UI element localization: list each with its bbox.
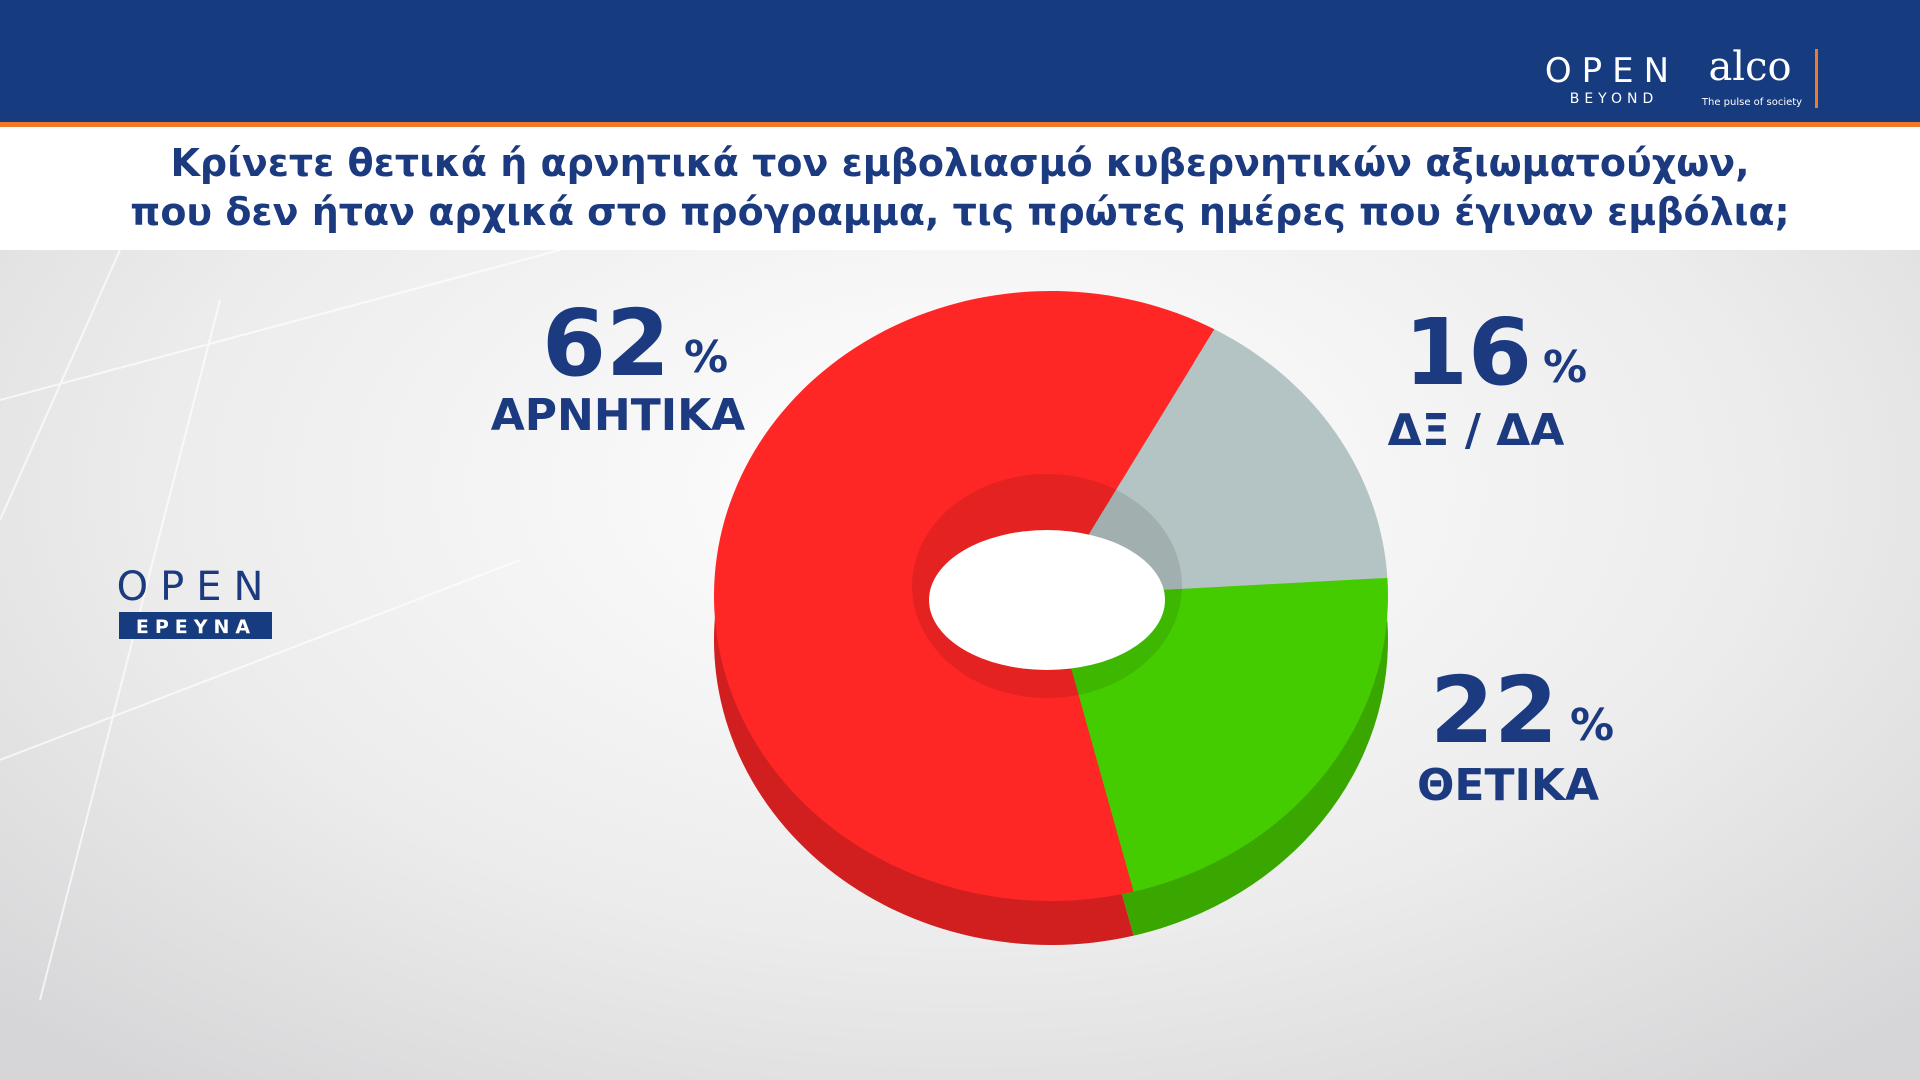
side-logo-box — [119, 612, 272, 639]
logo-divider — [1815, 49, 1818, 108]
value-label: 16 — [1404, 299, 1532, 406]
brand-sub: BEYOND — [1570, 91, 1659, 107]
unit-label: % — [684, 332, 728, 383]
unit-label: % — [1570, 700, 1614, 751]
chart-title: Κρίνετε θετικά ή αρνητικά τον εμβολιασμό… — [170, 141, 1749, 185]
category-label: ΘΕΤΙΚΑ — [1417, 760, 1599, 811]
header-bar — [0, 0, 1920, 122]
brand-logo: OPEN — [1545, 51, 1679, 91]
partner-tagline: The pulse of society — [1701, 97, 1802, 108]
chart-title: που δεν ήταν αρχικά στο πρόγραμμα, τις π… — [130, 190, 1789, 234]
side-logo: OPEN — [117, 564, 276, 610]
value-label: 62 — [542, 290, 670, 397]
title-band — [0, 127, 1920, 250]
hole — [929, 530, 1165, 670]
partner-logo: alco — [1708, 44, 1791, 90]
value-label: 22 — [1430, 657, 1558, 764]
slice — [1051, 577, 1388, 892]
unit-label: % — [1543, 342, 1587, 393]
category-label: ΑΡΝΗΤΙΚΑ — [491, 390, 745, 441]
bg-lines — [0, 249, 561, 1001]
header-accent — [0, 122, 1920, 127]
pie — [714, 290, 1388, 946]
slice — [1051, 329, 1388, 596]
side-logo-label: ΕΡΕΥΝΑ — [136, 616, 256, 638]
category-label: ΔΞ / ΔΑ — [1388, 405, 1565, 456]
